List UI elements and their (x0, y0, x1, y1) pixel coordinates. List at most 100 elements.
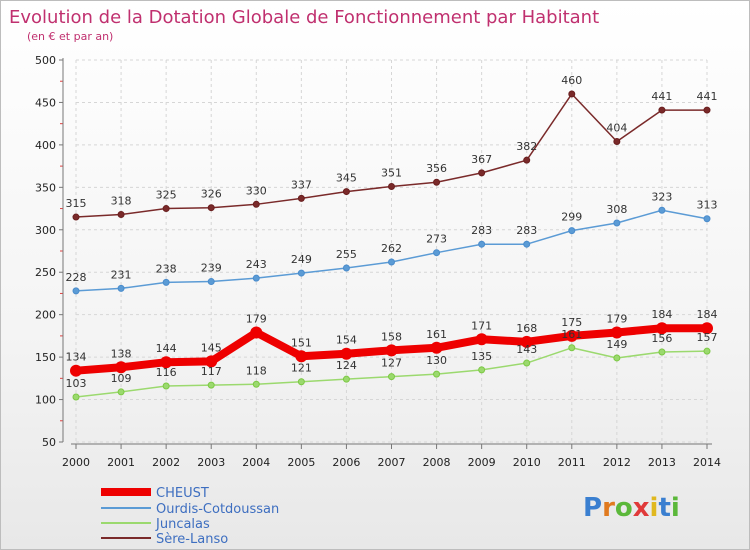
point-ourdis-cotdoussan (72, 287, 80, 295)
data-label-ourdis-cotdoussan: 243 (246, 258, 267, 271)
point-s-re-lanso (207, 204, 215, 212)
x-tick-label: 2007 (378, 456, 406, 469)
data-label-cheust: 145 (201, 341, 222, 354)
point-cheust (565, 329, 578, 342)
x-tick-label: 2014 (693, 456, 721, 469)
data-label-ourdis-cotdoussan: 323 (651, 190, 672, 203)
point-cheust (340, 347, 353, 360)
point-cheust (430, 341, 443, 354)
y-tick-label: 400 (35, 139, 56, 152)
point-s-re-lanso (478, 169, 486, 177)
point-ourdis-cotdoussan (568, 227, 576, 235)
data-label-cheust: 151 (291, 336, 312, 349)
data-label-s-re-lanso: 315 (66, 197, 87, 210)
data-label-s-re-lanso: 351 (381, 166, 402, 179)
data-label-ourdis-cotdoussan: 239 (201, 262, 222, 275)
point-s-re-lanso (523, 156, 531, 164)
axes: 50 100 150 200 250 300 350 400 450 500 2000 2001 200… (35, 54, 721, 469)
data-label-cheust: 158 (381, 330, 402, 343)
data-label-ourdis-cotdoussan: 313 (697, 199, 718, 212)
point-ourdis-cotdoussan (117, 284, 125, 292)
data-label-juncalas: 156 (651, 332, 672, 345)
data-label-juncalas: 161 (561, 328, 582, 341)
data-label-ourdis-cotdoussan: 231 (111, 268, 132, 281)
point-ourdis-cotdoussan (162, 278, 170, 286)
point-juncalas (478, 366, 486, 374)
point-juncalas (117, 388, 125, 396)
point-juncalas (703, 347, 711, 355)
data-label-s-re-lanso: 382 (516, 140, 537, 153)
chart-subtitle: (en € et par an) (27, 30, 113, 43)
point-s-re-lanso (252, 200, 260, 208)
point-cheust (610, 326, 623, 339)
logo-letter: o (615, 493, 633, 523)
point-s-re-lanso (658, 106, 666, 114)
point-ourdis-cotdoussan (297, 269, 305, 277)
point-cheust (205, 355, 218, 368)
point-ourdis-cotdoussan (252, 274, 260, 282)
y-tick-label: 50 (42, 436, 56, 449)
point-s-re-lanso (297, 194, 305, 202)
point-cheust (115, 361, 128, 374)
data-label-cheust: 138 (111, 347, 132, 360)
data-label-juncalas: 116 (156, 366, 177, 379)
data-label-juncalas: 127 (381, 357, 402, 370)
data-label-cheust: 179 (606, 312, 627, 325)
data-label-ourdis-cotdoussan: 283 (471, 224, 492, 237)
y-tick-label: 450 (35, 96, 56, 109)
data-label-ourdis-cotdoussan: 308 (606, 203, 627, 216)
data-label-juncalas: 130 (426, 354, 447, 367)
point-s-re-lanso (433, 178, 441, 186)
point-juncalas (297, 378, 305, 386)
point-ourdis-cotdoussan (478, 240, 486, 248)
data-label-cheust: 179 (246, 312, 267, 325)
point-s-re-lanso (613, 137, 621, 145)
point-s-re-lanso (117, 210, 125, 218)
point-juncalas (433, 370, 441, 378)
logo-letter: t (658, 493, 670, 523)
data-label-cheust: 161 (426, 328, 447, 341)
point-cheust (655, 322, 668, 335)
data-label-ourdis-cotdoussan: 283 (516, 224, 537, 237)
data-label-juncalas: 117 (201, 365, 222, 378)
point-juncalas (162, 382, 170, 390)
point-cheust (475, 333, 488, 346)
x-tick-label: 2012 (603, 456, 631, 469)
x-tick-label: 2001 (107, 456, 135, 469)
point-s-re-lanso (72, 213, 80, 221)
logo-letter: i (671, 493, 680, 523)
point-ourdis-cotdoussan (613, 219, 621, 227)
legend-label-juncalas: Juncalas (155, 517, 210, 532)
point-cheust (385, 344, 398, 357)
point-juncalas (252, 380, 260, 388)
y-tick-label: 100 (35, 394, 56, 407)
y-tick-label: 150 (35, 351, 56, 364)
data-label-s-re-lanso: 404 (606, 121, 627, 134)
y-tick-label: 200 (35, 309, 56, 322)
point-cheust (70, 364, 82, 377)
data-labels: 315 318 325 326 330 337 345 351 356 367 382 460 404 4… (66, 74, 718, 390)
point-s-re-lanso (388, 182, 395, 190)
data-label-ourdis-cotdoussan: 273 (426, 233, 447, 246)
legend-label-ourdis-cotdoussan: Ourdis-Cotdoussan (156, 502, 279, 517)
y-tick-label: 350 (35, 181, 56, 194)
data-label-s-re-lanso: 441 (697, 90, 718, 103)
data-label-ourdis-cotdoussan: 249 (291, 253, 312, 266)
data-label-ourdis-cotdoussan: 262 (381, 242, 402, 255)
point-juncalas (342, 375, 350, 383)
point-ourdis-cotdoussan (523, 240, 531, 248)
point-juncalas (207, 381, 215, 389)
point-ourdis-cotdoussan (658, 206, 666, 214)
x-tick-label: 2005 (287, 456, 315, 469)
data-label-cheust: 134 (66, 351, 87, 364)
point-cheust (520, 335, 533, 348)
data-label-s-re-lanso: 330 (246, 184, 267, 197)
x-tick-label: 2013 (648, 456, 676, 469)
y-tick-label: 500 (35, 54, 56, 67)
point-ourdis-cotdoussan (388, 258, 395, 266)
data-label-s-re-lanso: 441 (651, 90, 672, 103)
data-label-s-re-lanso: 325 (156, 189, 177, 202)
data-label-s-re-lanso: 460 (561, 74, 582, 87)
